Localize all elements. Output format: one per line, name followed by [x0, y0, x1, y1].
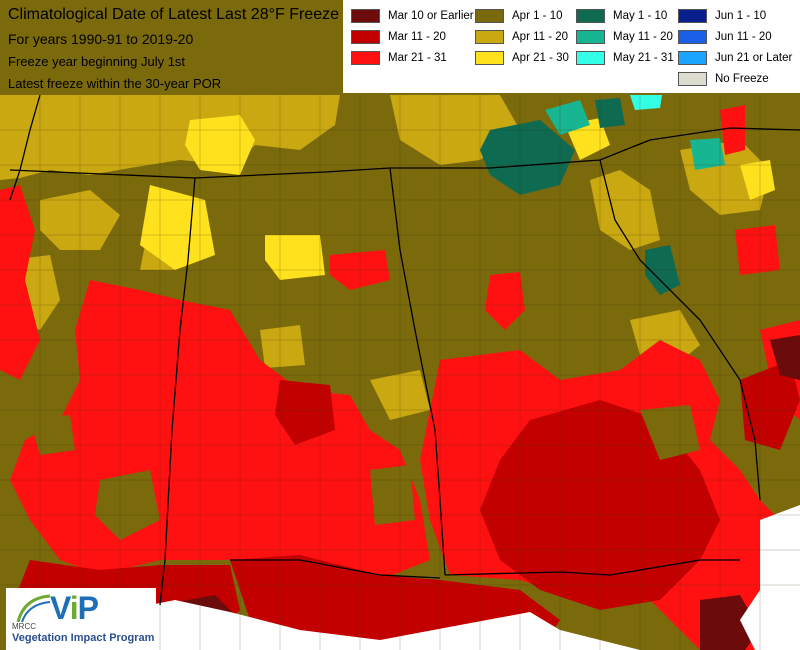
legend-swatch — [475, 51, 504, 65]
legend-item-may1-10: May 1 - 10 — [576, 8, 667, 24]
legend-swatch — [475, 30, 504, 44]
legend-swatch — [351, 9, 380, 23]
zone-may11-20 — [545, 100, 725, 170]
state-borders — [9, 94, 800, 606]
legend-swatch — [678, 51, 707, 65]
program-name: Vegetation Impact Program — [12, 632, 155, 644]
legend-item-may11-20: May 11 - 20 — [576, 29, 673, 45]
legend-item-mar21-31: Mar 21 - 31 — [351, 50, 447, 66]
legend-label: Jun 21 or Later — [715, 52, 793, 64]
legend-swatch — [576, 30, 605, 44]
legend-swatch — [475, 9, 504, 23]
legend-label: Mar 21 - 31 — [388, 52, 447, 64]
legend-label: Apr 21 - 30 — [512, 52, 569, 64]
legend-swatch — [351, 51, 380, 65]
zone-may21-31 — [630, 95, 662, 110]
legend-label: Jun 1 - 10 — [715, 10, 767, 22]
legend-label: Mar 10 or Earlier — [388, 10, 474, 22]
legend-label: Apr 11 - 20 — [512, 31, 569, 43]
leaf-arc-icon — [16, 594, 51, 623]
legend-label: May 21 - 31 — [613, 52, 674, 64]
legend-item-mar11-20: Mar 11 - 20 — [351, 29, 446, 45]
legend-swatch — [576, 9, 605, 23]
por-note: Latest freeze within the 30-year POR — [8, 76, 222, 91]
legend-item-apr11-20: Apr 11 - 20 — [475, 29, 568, 45]
legend-label: May 1 - 10 — [613, 10, 668, 22]
gulf-water — [150, 600, 640, 650]
legend-item-jun11-20: Jun 11 - 20 — [678, 29, 772, 45]
legend-item-apr1-10: Apr 1 - 10 — [475, 8, 563, 24]
legend: Mar 10 or Earlier Mar 11 - 20 Mar 21 - 3… — [343, 0, 800, 93]
legend-item-no-freeze: No Freeze — [678, 71, 769, 87]
legend-label: No Freeze — [715, 73, 769, 85]
legend-swatch — [678, 72, 707, 86]
legend-swatch — [678, 9, 707, 23]
freeze-year-note: Freeze year beginning July 1st — [8, 54, 186, 69]
legend-label: May 11 - 20 — [613, 31, 673, 43]
legend-swatch — [678, 30, 707, 44]
legend-label: Jun 11 - 20 — [715, 31, 772, 43]
map-period: For years 1990-91 to 2019-20 — [8, 31, 194, 47]
legend-label: Mar 11 - 20 — [388, 31, 446, 43]
legend-item-jun21-later: Jun 21 or Later — [678, 50, 792, 66]
legend-swatch — [351, 30, 380, 44]
legend-item-mar10-earlier: Mar 10 or Earlier — [351, 8, 474, 24]
county-lines — [0, 95, 800, 650]
legend-item-may21-31: May 21 - 31 — [576, 50, 674, 66]
mrcc-label: MRCC — [12, 622, 36, 631]
legend-item-jun1-10: Jun 1 - 10 — [678, 8, 766, 24]
atlantic-water — [740, 505, 800, 650]
legend-item-apr21-30: Apr 21 - 30 — [475, 50, 569, 66]
vip-logo: ViP MRCC Vegetation Impact Program — [6, 588, 156, 650]
legend-swatch — [576, 51, 605, 65]
legend-label: Apr 1 - 10 — [512, 10, 563, 22]
map-title: Climatological Date of Latest Last 28°F … — [8, 6, 339, 23]
vip-wordmark: ViP — [50, 590, 99, 626]
